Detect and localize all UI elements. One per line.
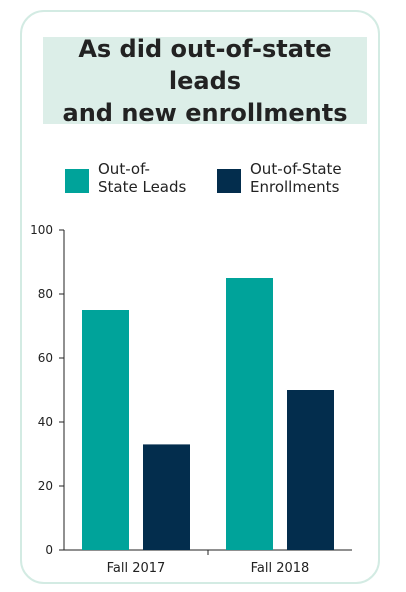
y-tick-label-4: 80 xyxy=(38,287,53,301)
y-tick-label-1: 20 xyxy=(38,479,53,493)
chart-title: As did out-of-state leads and new enroll… xyxy=(62,34,348,127)
legend-label-enrollments: Out-of-State Enrollments xyxy=(250,160,342,196)
bar-leads-0 xyxy=(82,310,129,550)
chart-title-box: As did out-of-state leads and new enroll… xyxy=(43,35,367,127)
legend-swatch-enrollments xyxy=(217,169,241,193)
legend-label-leads: Out-of- State Leads xyxy=(98,160,187,196)
x-tick-label-1: Fall 2018 xyxy=(251,561,310,576)
y-tick-label-0: 0 xyxy=(45,543,53,557)
y-tick-label-3: 60 xyxy=(38,351,53,365)
legend-item-enrollments: Out-of-State Enrollments xyxy=(217,160,342,196)
y-tick-label-5: 100 xyxy=(30,223,53,237)
bar-enrollments-1 xyxy=(287,390,334,550)
x-tick-label-0: Fall 2017 xyxy=(107,561,166,576)
y-tick-label-2: 40 xyxy=(38,415,53,429)
legend-item-leads: Out-of- State Leads xyxy=(65,160,186,196)
bar-enrollments-0 xyxy=(143,444,190,550)
legend-swatch-leads xyxy=(65,169,89,193)
bar-leads-1 xyxy=(226,278,273,550)
